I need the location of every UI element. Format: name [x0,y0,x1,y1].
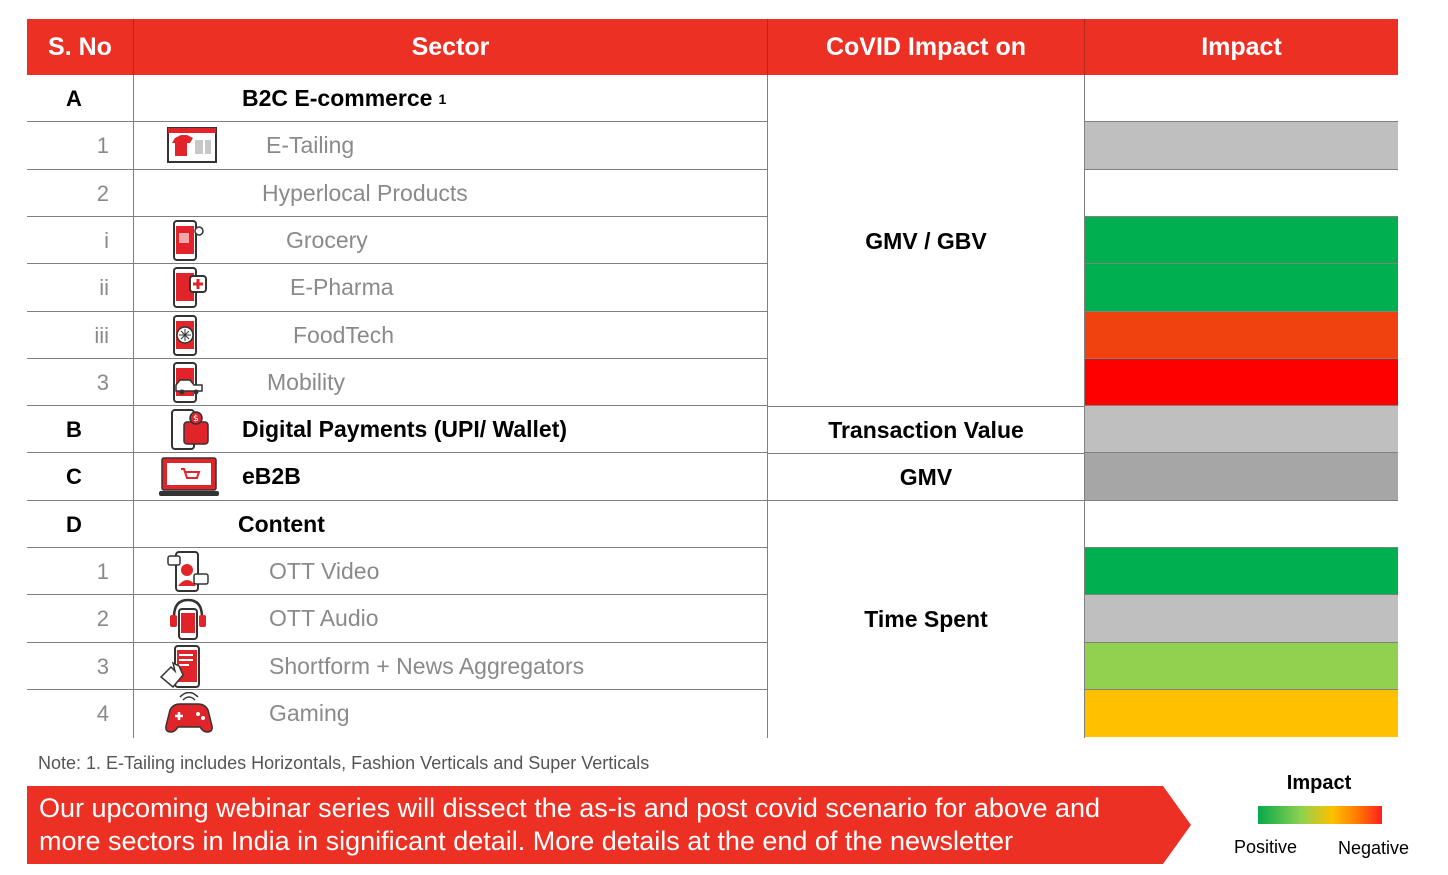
wallet-phone-icon: $ [162,408,216,451]
table-row: 3 Shortform + News Aggregators [27,643,768,690]
header-sector: Sector [134,19,767,75]
svg-text:$: $ [193,414,199,424]
table-row: iii FoodTech [27,312,768,359]
row-number: 3 [96,369,109,395]
food-phone-icon [162,314,216,357]
table-row: ii E-Pharma [27,264,768,311]
legend-title: Impact [1286,772,1352,794]
row-number: iii [94,322,109,348]
sector-ott-audio: OTT Audio [269,605,379,631]
impact-bar-digital-payments [1085,406,1398,453]
touch-phone-icon [157,645,211,689]
table-row: 4 Gaming [27,690,768,737]
headphones-phone-icon [162,597,216,640]
row-number: D [66,511,82,537]
pharma-phone-icon [162,266,216,309]
legend-positive-label: Positive [1234,837,1298,857]
grocery-phone-icon [162,219,216,262]
row-number: i [104,227,109,253]
row-number: 4 [96,700,109,726]
sector-content: Content [238,511,325,537]
header-covid-impact-on: CoVID Impact on [768,19,1084,75]
sector-mobility: Mobility [267,369,345,395]
cart-laptop-icon [159,455,219,498]
sector-ott-video: OTT Video [269,558,380,584]
impact-bar-shortform-news-aggregators [1085,643,1398,690]
table-row: 2 Hyperlocal Products [27,170,768,217]
table-row: 3 Mobility [27,359,768,406]
impact-metric-gmv: GMV [899,464,953,490]
gamepad-icon [162,691,216,735]
row-number: B [66,416,82,442]
row-number: A [66,85,82,111]
footnote: Note: 1. E-Tailing includes Horizontals,… [38,753,650,773]
header-impact: Impact [1085,19,1398,75]
row-number: 3 [96,653,109,679]
legend-negative-label: Negative [1338,838,1410,858]
row-number: ii [99,274,109,300]
sector-e-tailing: E-Tailing [266,132,355,158]
table-row: 1 E-Tailing [27,122,768,169]
sector-gaming: Gaming [269,700,350,726]
impact-bar-grocery [1085,217,1398,264]
sector-b2c-ecommerce: B2C E-commerce 1 [242,85,447,111]
impact-bar-eb2b [1085,453,1398,500]
table-row: i Grocery [27,217,768,264]
header-sno: S. No [27,19,133,75]
banner-text: Our upcoming webinar series will dissect… [39,793,1101,856]
sector-eb2b: eB2B [242,463,301,489]
row-number: 1 [96,558,109,584]
table-row: 1 OTT Video [27,548,768,595]
row-number: C [66,463,82,489]
row-number: 2 [96,605,109,631]
impact-bar-ott-video [1085,548,1398,595]
impact-bar-foodtech [1085,312,1398,359]
row-number: 1 [96,132,109,158]
impact-bar-e-pharma [1085,264,1398,311]
video-phone-icon [162,550,216,593]
table-row: D Content [27,501,768,548]
table-row: C eB2B [27,453,768,500]
sector-digital-payments: Digital Payments (UPI/ Wallet) [242,416,568,442]
impact-metric-time-spent: Time Spent [864,606,988,632]
sector-e-pharma: E-Pharma [290,274,394,300]
shirt-laptop-icon [165,124,219,167]
impact-bar-ott-audio [1085,595,1398,642]
sector-shortform-news-aggregators: Shortform + News Aggregators [269,653,585,679]
legend-gradient [1258,806,1382,824]
impact-metric-transaction-value: Transaction Value [828,417,1024,443]
sector-grocery: Grocery [286,227,368,253]
impact-bar-gaming [1085,690,1398,737]
table-row: 2 OTT Audio [27,595,768,642]
webinar-banner: Our upcoming webinar series will dissect… [27,786,1191,864]
row-number: 2 [96,180,109,206]
impact-bar-e-tailing [1085,122,1398,169]
table-row: A B2C E-commerce 1 [27,75,768,122]
table-row: B $ Digital Payments (UPI/ Wallet) [27,406,768,453]
impact-bar-mobility [1085,359,1398,406]
sector-hyperlocal-products: Hyperlocal Products [262,180,468,206]
impact-metric-gmv-gbv: GMV / GBV [865,227,987,254]
car-phone-icon [162,361,216,404]
sector-foodtech: FoodTech [293,322,395,348]
